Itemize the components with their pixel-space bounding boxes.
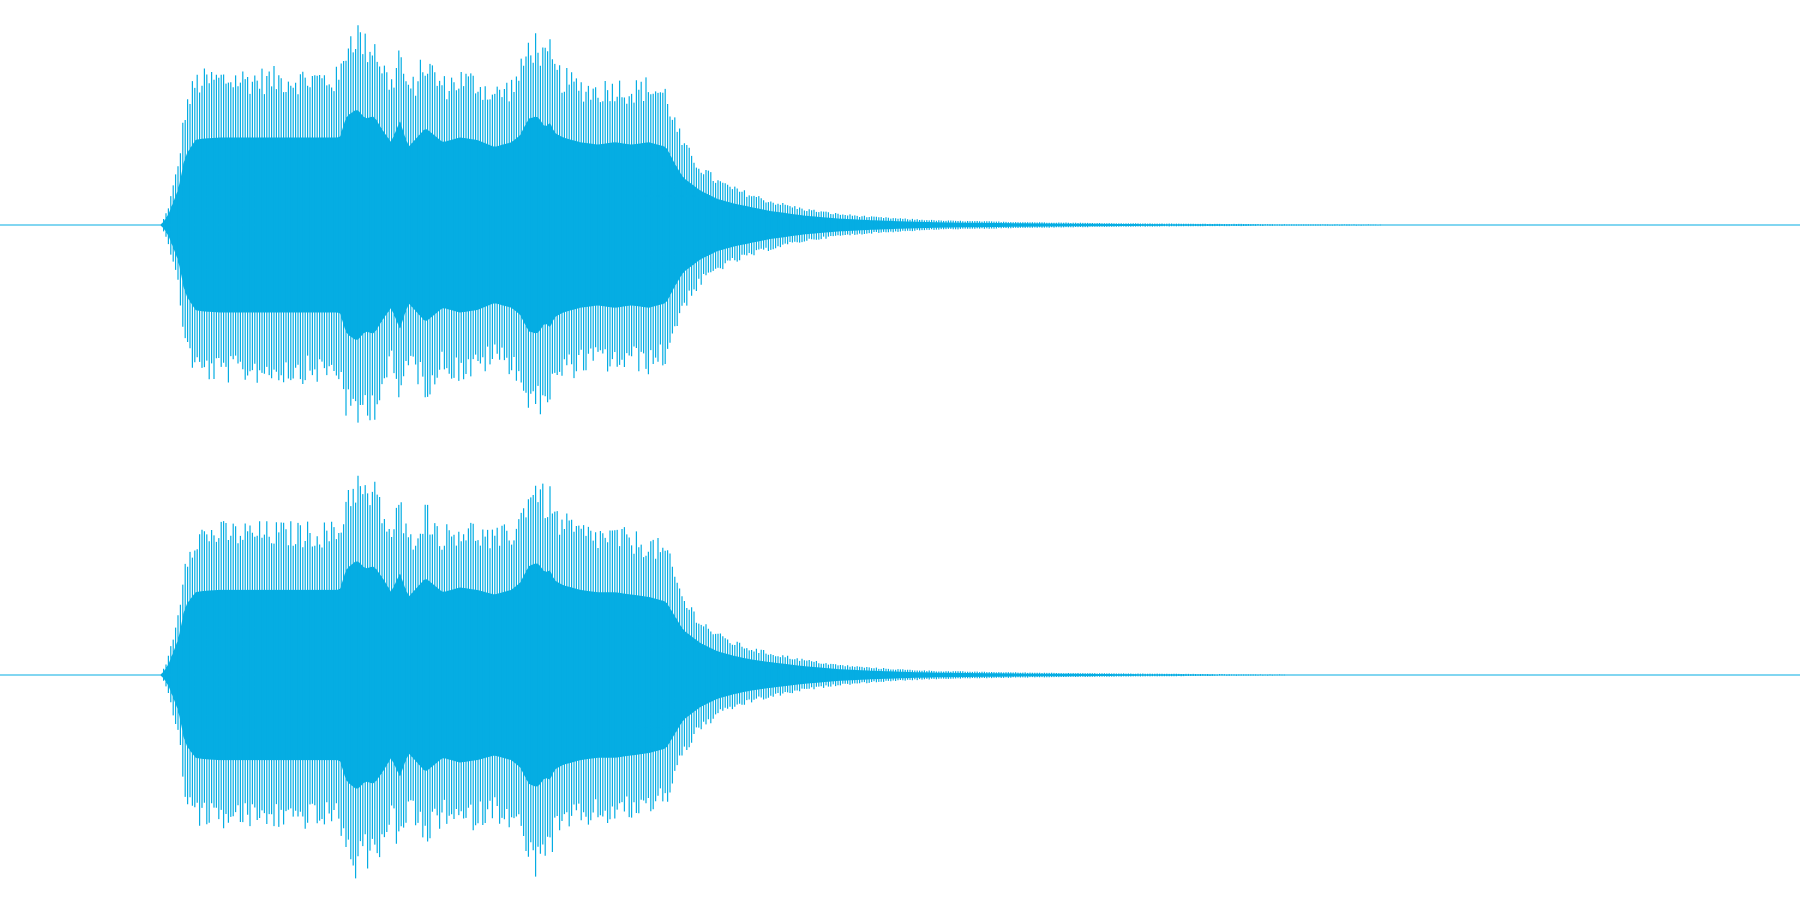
- channel-2-waveform-samples: [160, 475, 1300, 879]
- channel-1-waveform: [0, 25, 1800, 423]
- channel-2-waveform: [0, 475, 1800, 879]
- channel-1-waveform-samples: [160, 25, 1386, 423]
